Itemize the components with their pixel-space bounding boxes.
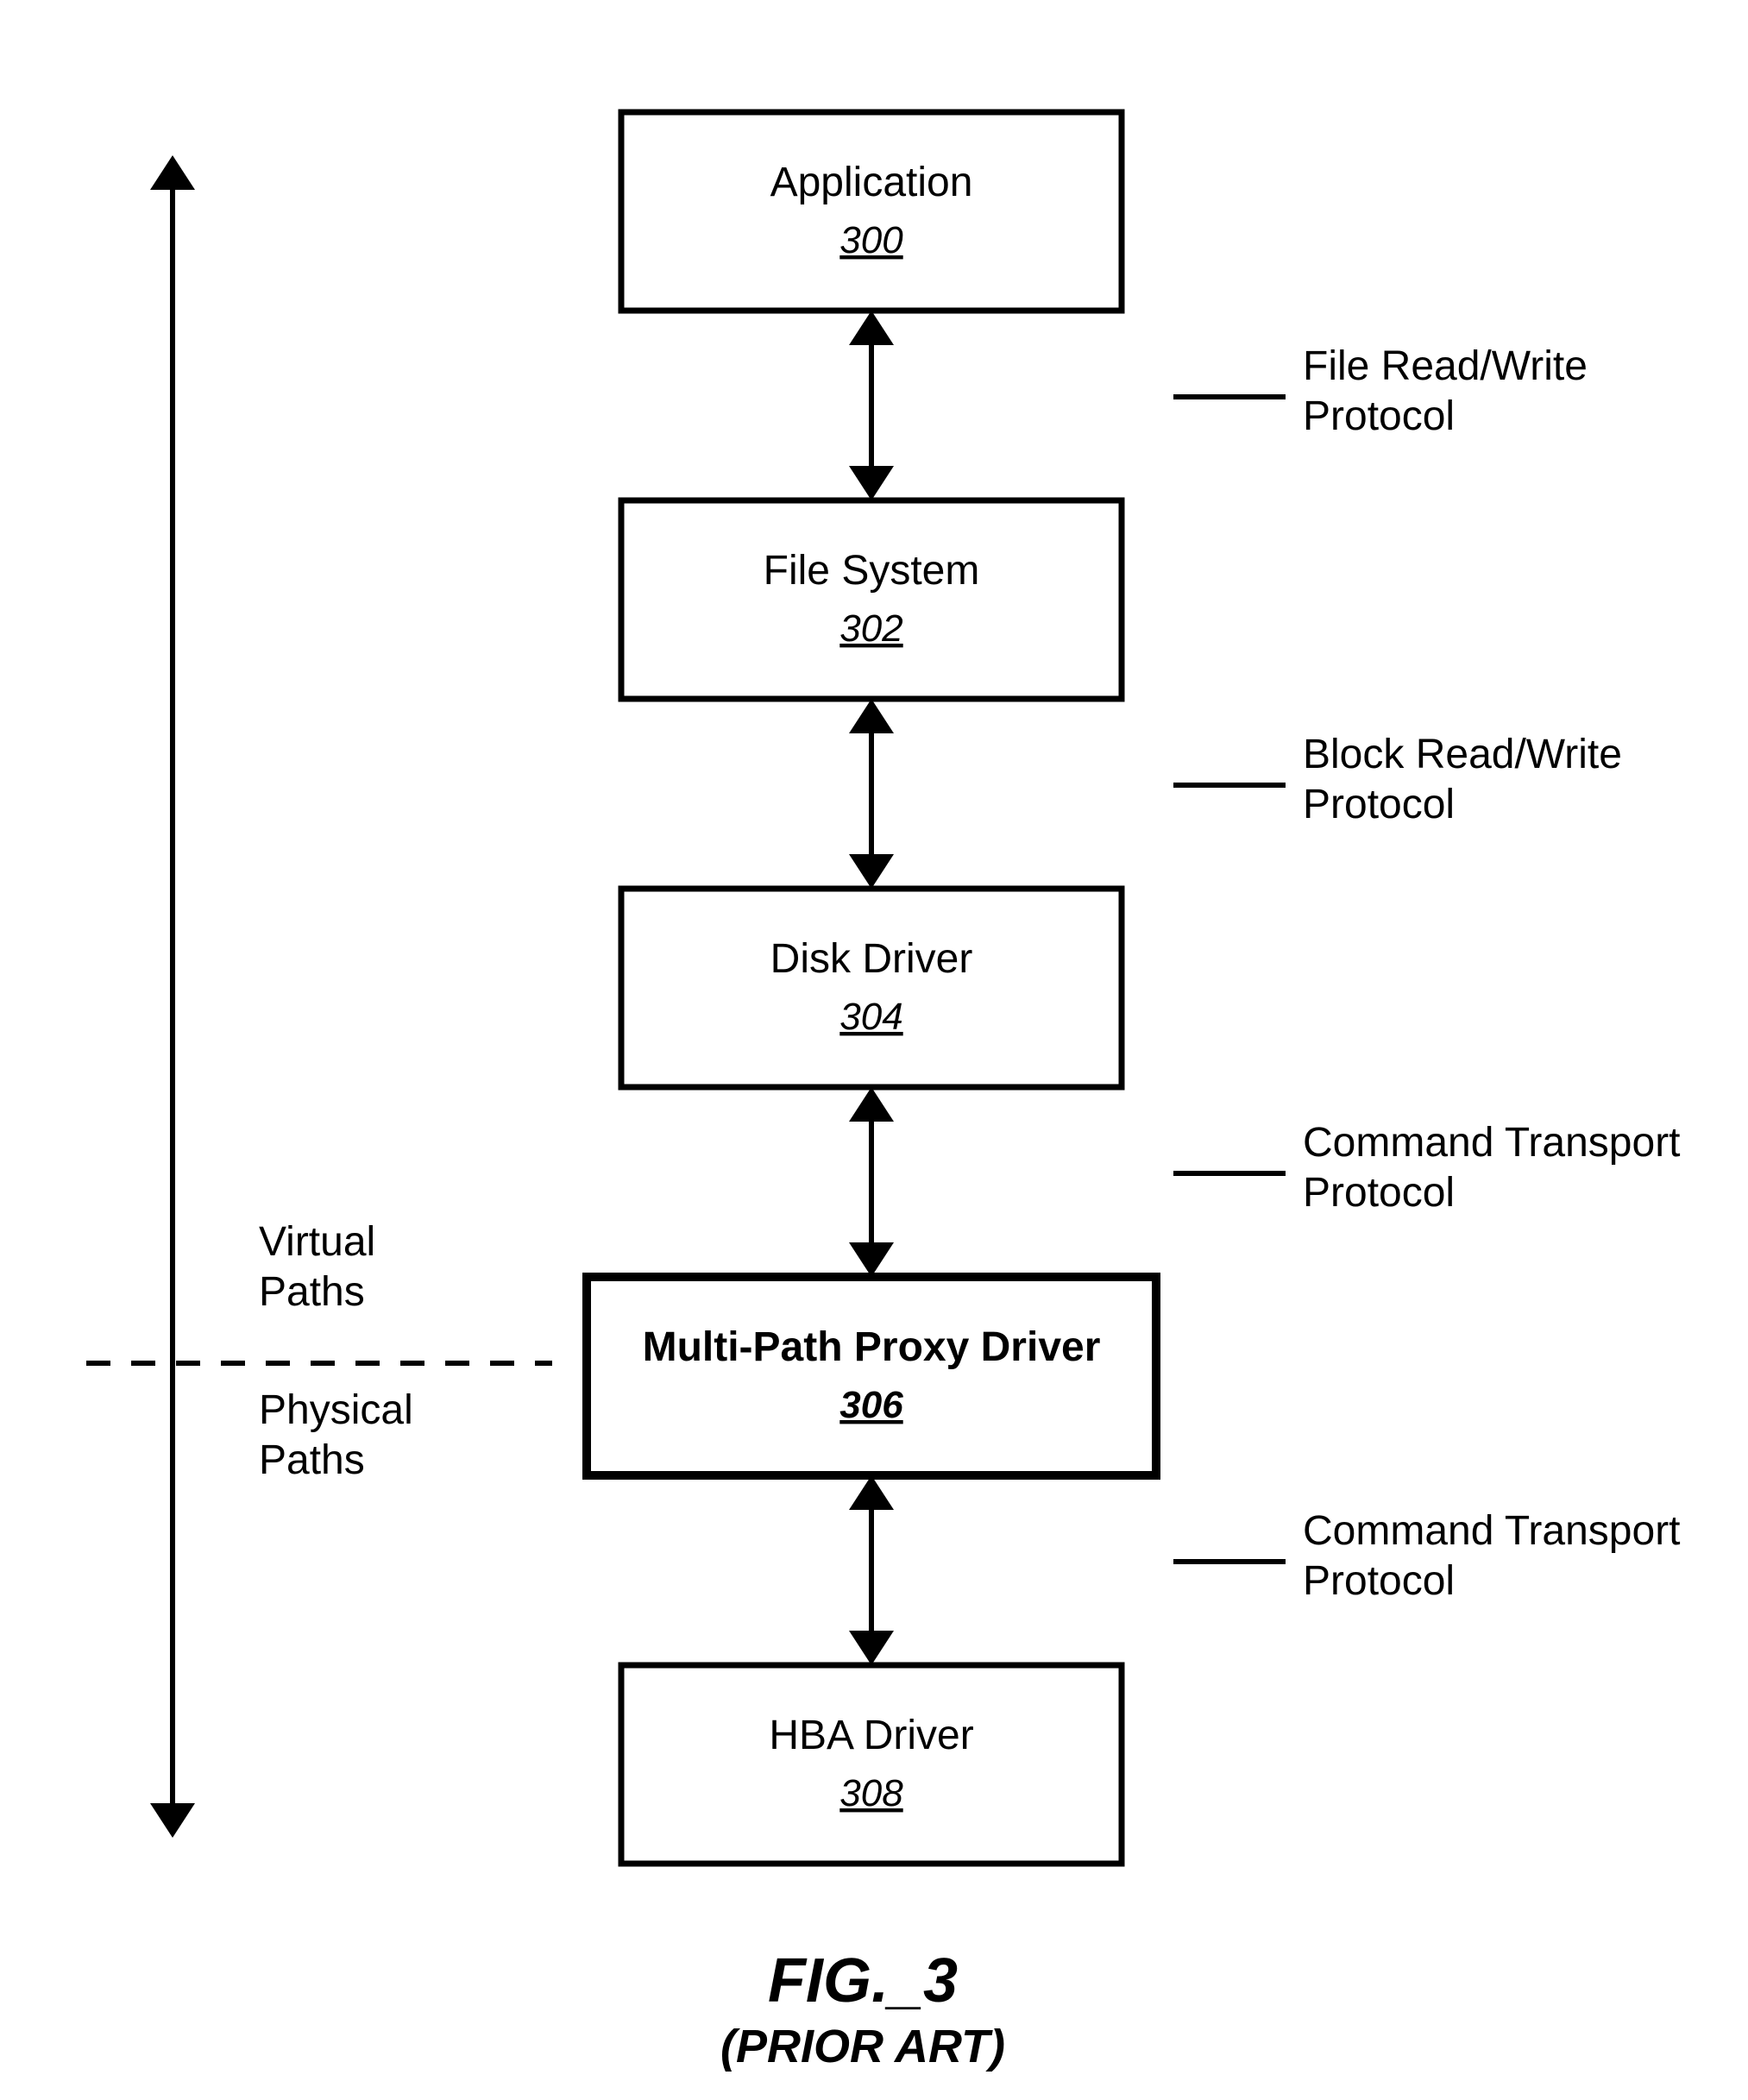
box-diskdriver-ref: 304 — [839, 996, 902, 1038]
box-diskdriver: Disk Driver 304 — [621, 889, 1122, 1087]
box-application: Application 300 — [621, 112, 1122, 311]
protocol-label-line2: Protocol — [1303, 782, 1455, 827]
protocol-label-line2: Protocol — [1303, 393, 1455, 439]
axis-lower-label-2: Paths — [259, 1437, 365, 1483]
protocol-label-line1: Command Transport — [1303, 1120, 1681, 1166]
protocol-label-line1: Block Read/Write — [1303, 732, 1622, 777]
box-hbadriver-ref: 308 — [839, 1772, 903, 1814]
box-mpproxy: Multi-Path Proxy Driver 306 — [587, 1277, 1156, 1475]
axis-upper-label-2: Paths — [259, 1269, 365, 1315]
figure-subtitle: (PRIOR ART) — [720, 2021, 1005, 2072]
protocol-label-line1: Command Transport — [1303, 1508, 1681, 1554]
box-hbadriver: HBA Driver 308 — [621, 1665, 1122, 1864]
figure-title: FIG._3 — [768, 1946, 958, 2015]
box-hbadriver-label: HBA Driver — [769, 1713, 973, 1758]
box-filesystem-label: File System — [764, 548, 980, 594]
axis-upper-label-1: Virtual — [259, 1219, 375, 1265]
axis-lower-label-1: Physical — [259, 1387, 413, 1433]
box-diskdriver-label: Disk Driver — [770, 936, 973, 982]
protocol-label-line2: Protocol — [1303, 1170, 1455, 1216]
protocol-label-line1: File Read/Write — [1303, 343, 1588, 389]
box-filesystem: File System 302 — [621, 500, 1122, 699]
box-mpproxy-ref: 306 — [839, 1384, 903, 1426]
box-filesystem-ref: 302 — [839, 607, 902, 650]
box-application-label: Application — [770, 160, 973, 205]
box-mpproxy-label: Multi-Path Proxy Driver — [643, 1324, 1101, 1370]
box-application-ref: 300 — [839, 219, 903, 261]
protocol-label-line2: Protocol — [1303, 1558, 1455, 1604]
